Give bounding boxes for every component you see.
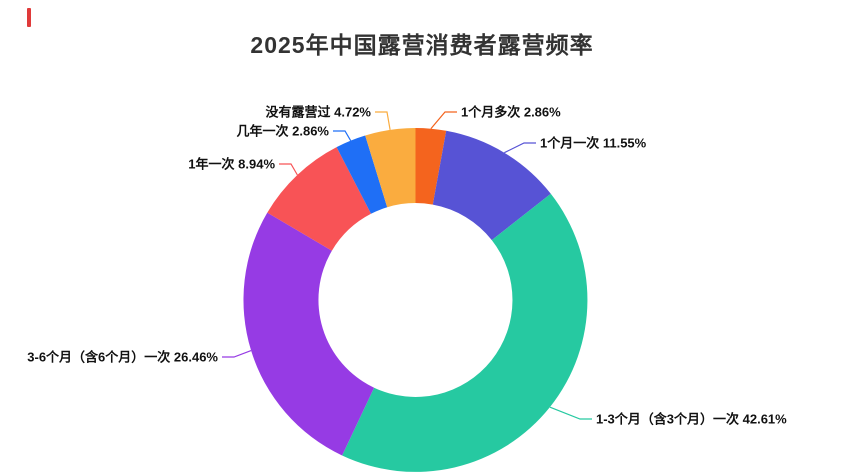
- slice-label: 3-6个月（含6个月）一次 26.46%: [27, 350, 218, 365]
- slice-label: 1年一次 8.94%: [188, 157, 275, 172]
- pie-slice[interactable]: [342, 193, 588, 472]
- label-leader-line: [222, 350, 252, 358]
- label-leader-line: [333, 130, 352, 142]
- label-leader-line: [279, 163, 298, 176]
- pie-slice[interactable]: [432, 130, 551, 241]
- chart-title: 2025年中国露营消费者露营频率: [250, 32, 594, 58]
- pie-slice[interactable]: [365, 127, 416, 208]
- label-leader-line: [504, 142, 536, 154]
- pie-slice[interactable]: [267, 147, 371, 251]
- pie-slice[interactable]: [336, 135, 388, 214]
- pie-slice[interactable]: [243, 212, 375, 456]
- pie-slice[interactable]: [415, 128, 447, 205]
- red-accent-mark: [27, 8, 31, 27]
- slice-label: 1个月多次 2.86%: [461, 105, 561, 120]
- slice-label: 1个月一次 11.55%: [540, 136, 647, 151]
- label-leader-line: [375, 111, 391, 131]
- label-leader-line: [430, 111, 457, 130]
- label-leader-line: [549, 406, 592, 420]
- slice-label: 1-3个月（含3个月）一次 42.61%: [596, 412, 787, 427]
- slice-label: 几年一次 2.86%: [237, 124, 330, 139]
- slice-label: 没有露营过 4.72%: [266, 105, 372, 120]
